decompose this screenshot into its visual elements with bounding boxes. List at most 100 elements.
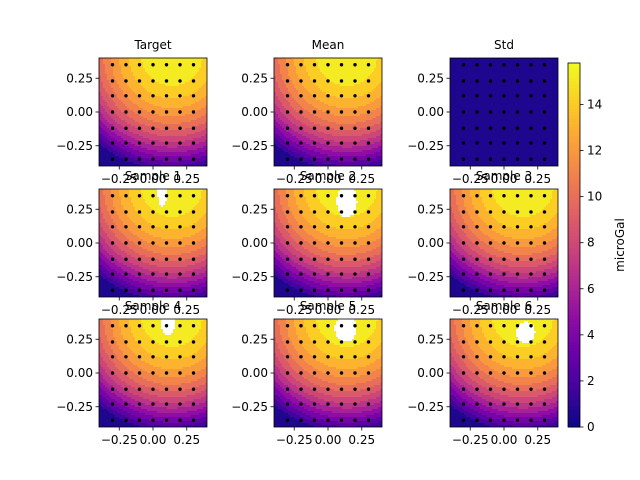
- station-point: [366, 418, 371, 422]
- station-point: [475, 94, 479, 98]
- station-point: [515, 110, 520, 114]
- station-point: [110, 126, 115, 130]
- x-tick-label: −0.25: [452, 303, 489, 317]
- station-point: [339, 194, 344, 198]
- station-point: [475, 257, 479, 261]
- station-point: [339, 210, 344, 214]
- station-point: [151, 210, 155, 214]
- station-point: [285, 402, 290, 406]
- station-point: [191, 79, 196, 83]
- station-point: [542, 288, 547, 292]
- station-point: [178, 257, 182, 261]
- station-point: [542, 340, 547, 344]
- station-point: [326, 63, 330, 67]
- station-point: [488, 110, 493, 114]
- station-point: [502, 418, 506, 422]
- station-point: [151, 157, 155, 161]
- station-point: [124, 63, 128, 67]
- station-point: [339, 225, 344, 229]
- station-point: [529, 141, 533, 145]
- y-tick-label: 0.00: [417, 366, 444, 380]
- station-point: [110, 355, 115, 359]
- y-tick-label: −0.25: [407, 270, 444, 284]
- station-point: [339, 94, 344, 98]
- y-tick-label: −0.25: [407, 139, 444, 153]
- station-point: [488, 94, 493, 98]
- station-point: [178, 210, 182, 214]
- y-tick-label: 0.25: [66, 71, 93, 85]
- station-point: [178, 288, 182, 292]
- station-point: [339, 141, 344, 145]
- panel-title: Sample 5: [300, 299, 356, 313]
- station-point: [326, 194, 330, 198]
- x-tick-label: 0.25: [173, 172, 200, 186]
- station-point: [299, 79, 303, 83]
- station-point: [475, 355, 479, 359]
- station-point: [339, 110, 344, 114]
- colorbar: 0 2 4 6 8 10 12 14 microGal: [567, 62, 627, 434]
- station-point: [326, 418, 330, 422]
- station-point: [529, 418, 533, 422]
- station-point: [339, 324, 344, 328]
- station-point: [488, 418, 493, 422]
- station-point: [529, 110, 533, 114]
- station-point: [461, 257, 466, 261]
- station-point: [312, 371, 317, 375]
- station-point: [178, 110, 182, 114]
- station-point: [191, 418, 196, 422]
- contour-field: [274, 319, 382, 427]
- station-point: [164, 288, 169, 292]
- station-point: [515, 418, 520, 422]
- station-points: [461, 324, 547, 422]
- station-point: [475, 324, 479, 328]
- station-point: [542, 241, 547, 245]
- y-tick-label: 0.00: [241, 236, 268, 250]
- station-point: [353, 371, 357, 375]
- x-tick-label: 0.00: [315, 172, 342, 186]
- station-point: [353, 272, 357, 276]
- station-point: [312, 94, 317, 98]
- station-point: [285, 418, 290, 422]
- station-points: [461, 194, 547, 292]
- station-point: [151, 288, 155, 292]
- station-point: [285, 257, 290, 261]
- station-point: [475, 371, 479, 375]
- station-points: [110, 63, 196, 161]
- station-point: [461, 418, 466, 422]
- station-point: [529, 257, 533, 261]
- station-point: [339, 340, 344, 344]
- station-point: [366, 141, 371, 145]
- station-point: [299, 418, 303, 422]
- station-point: [542, 355, 547, 359]
- station-point: [326, 272, 330, 276]
- station-point: [312, 418, 317, 422]
- y-tick-label: 0.25: [66, 202, 93, 216]
- y-tick-label: −0.25: [56, 400, 93, 414]
- station-point: [515, 272, 520, 276]
- station-point: [178, 355, 182, 359]
- station-point: [164, 110, 169, 114]
- station-point: [124, 387, 128, 391]
- station-point: [339, 126, 344, 130]
- station-point: [366, 126, 371, 130]
- station-point: [124, 110, 128, 114]
- station-point: [475, 194, 479, 198]
- station-point: [326, 94, 330, 98]
- station-point: [191, 110, 196, 114]
- station-point: [151, 94, 155, 98]
- station-point: [124, 194, 128, 198]
- x-tick-label: 0.25: [348, 303, 375, 317]
- station-point: [488, 371, 493, 375]
- x-tick-label: 0.25: [524, 303, 551, 317]
- station-points: [285, 194, 371, 292]
- station-point: [191, 94, 196, 98]
- y-tick-label: 0.25: [241, 332, 268, 346]
- station-point: [366, 324, 371, 328]
- station-point: [285, 371, 290, 375]
- station-point: [488, 387, 493, 391]
- y-tick-label: 0.00: [66, 105, 93, 119]
- colorbar-tick-label: 0: [587, 420, 595, 434]
